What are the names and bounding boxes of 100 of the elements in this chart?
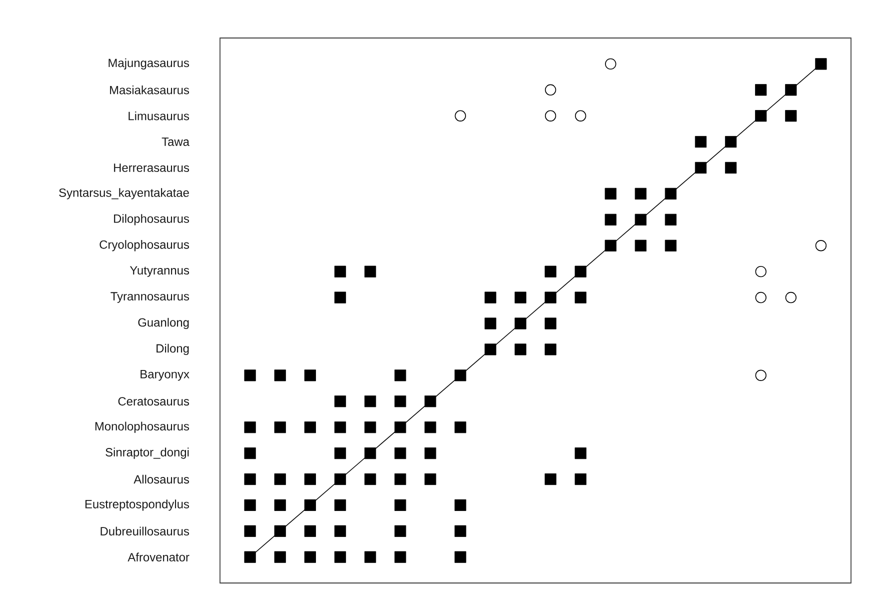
point — [755, 370, 766, 381]
point — [544, 266, 556, 278]
y-tick-label: Yutyrannus — [130, 266, 190, 277]
point — [334, 525, 346, 537]
point — [574, 110, 586, 122]
point — [274, 421, 286, 434]
point — [484, 344, 496, 356]
y-tick-label: Masiakasaurus — [110, 86, 190, 94]
point — [334, 499, 346, 511]
point — [304, 551, 316, 563]
point — [454, 551, 466, 563]
point — [454, 110, 466, 122]
point — [394, 473, 406, 485]
point — [514, 344, 526, 356]
point — [514, 318, 526, 330]
point — [394, 499, 406, 511]
point — [454, 525, 466, 537]
point — [244, 447, 256, 460]
point — [304, 370, 316, 382]
point — [604, 240, 616, 252]
y-tick-label: Sinraptor_dongi — [106, 448, 189, 459]
y-tick-label: Ceratosaurus — [118, 397, 190, 406]
point — [334, 421, 346, 434]
point — [364, 266, 376, 278]
point — [785, 292, 797, 304]
point — [454, 499, 466, 511]
y-tick-label: Dubreuillosaurus — [100, 526, 190, 536]
point — [755, 110, 767, 122]
point — [394, 525, 406, 537]
y-tick-label: Afrovenator — [128, 552, 190, 562]
y-tick-label: Tawa — [162, 138, 190, 146]
point — [364, 421, 376, 434]
point — [694, 162, 707, 174]
point — [334, 551, 346, 563]
point — [604, 214, 616, 226]
point — [634, 188, 646, 200]
point — [244, 551, 256, 563]
point — [484, 292, 496, 304]
point — [304, 499, 316, 511]
point — [544, 292, 556, 304]
point — [244, 473, 256, 485]
point — [424, 473, 436, 485]
point — [664, 214, 677, 226]
point — [544, 473, 556, 485]
point — [274, 525, 286, 537]
point — [424, 396, 436, 408]
y-tick-label: Limusaurus — [128, 111, 190, 120]
point — [694, 136, 707, 148]
point — [725, 136, 737, 148]
y-tick-label: Monolophosaurus — [95, 422, 190, 433]
point — [454, 421, 466, 434]
point — [544, 344, 556, 356]
point — [244, 370, 256, 382]
point — [634, 240, 646, 252]
point — [454, 370, 466, 382]
point — [364, 473, 376, 485]
point — [334, 266, 346, 278]
point — [334, 447, 346, 460]
point — [274, 370, 286, 382]
y-tick-label: Dilophosaurus — [114, 214, 190, 226]
point — [634, 214, 646, 226]
point — [274, 473, 286, 485]
point — [394, 370, 406, 382]
point — [755, 292, 766, 304]
point — [514, 292, 526, 304]
point — [544, 318, 556, 330]
point — [334, 292, 346, 304]
point — [604, 188, 616, 200]
point — [274, 499, 286, 511]
point — [394, 447, 406, 460]
point — [664, 240, 677, 252]
point — [274, 551, 286, 563]
point — [244, 499, 256, 511]
y-tick-label: Allosaurus — [134, 474, 190, 484]
point — [304, 473, 316, 485]
point — [484, 318, 496, 330]
point — [574, 266, 586, 278]
y-tick-label: Tyrannosaurus — [110, 292, 190, 303]
point — [815, 58, 827, 70]
point — [304, 421, 316, 434]
point — [574, 292, 586, 304]
y-tick-label: Majungasaurus — [108, 58, 190, 70]
point — [755, 266, 766, 278]
point — [364, 551, 376, 563]
point — [605, 58, 616, 70]
y-tick-label: Guanlong — [138, 318, 189, 330]
y-tick-label: Herrerasaurus — [114, 164, 190, 172]
point — [785, 84, 797, 96]
point — [725, 162, 737, 174]
point — [664, 188, 677, 200]
point — [364, 396, 376, 408]
y-tick-label: Eustreptospondylus — [85, 500, 190, 511]
point — [574, 447, 586, 460]
y-tick-label: Syntarsus_kayentakatae — [59, 188, 189, 200]
point — [334, 473, 346, 485]
point — [364, 447, 376, 460]
point — [334, 396, 346, 408]
y-tick-label: Cryolophosaurus — [100, 240, 190, 252]
point — [394, 551, 406, 563]
point — [755, 84, 767, 96]
